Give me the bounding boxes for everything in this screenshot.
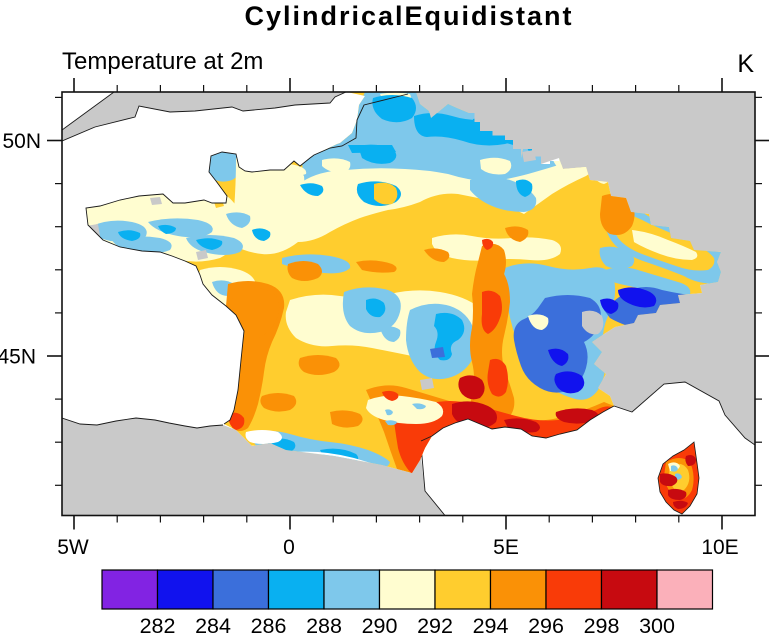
svg-text:290: 290 [362, 614, 398, 635]
svg-text:300: 300 [639, 614, 675, 635]
svg-text:CylindricalEquidistant: CylindricalEquidistant [244, 1, 573, 31]
svg-text:5E: 5E [493, 536, 519, 559]
svg-text:288: 288 [306, 614, 342, 635]
svg-text:45N: 45N [0, 346, 36, 369]
svg-text:5W: 5W [57, 536, 89, 559]
svg-text:286: 286 [251, 614, 287, 635]
svg-text:50N: 50N [2, 130, 41, 153]
svg-text:284: 284 [195, 614, 231, 635]
svg-text:0: 0 [283, 536, 295, 559]
svg-text:292: 292 [417, 614, 453, 635]
svg-text:282: 282 [140, 614, 176, 635]
svg-text:296: 296 [528, 614, 564, 635]
svg-text:294: 294 [473, 614, 509, 635]
svg-text:298: 298 [584, 614, 620, 635]
svg-text:10E: 10E [701, 536, 738, 559]
svg-text:Temperature at 2m: Temperature at 2m [62, 48, 263, 75]
svg-text:K: K [737, 50, 754, 78]
